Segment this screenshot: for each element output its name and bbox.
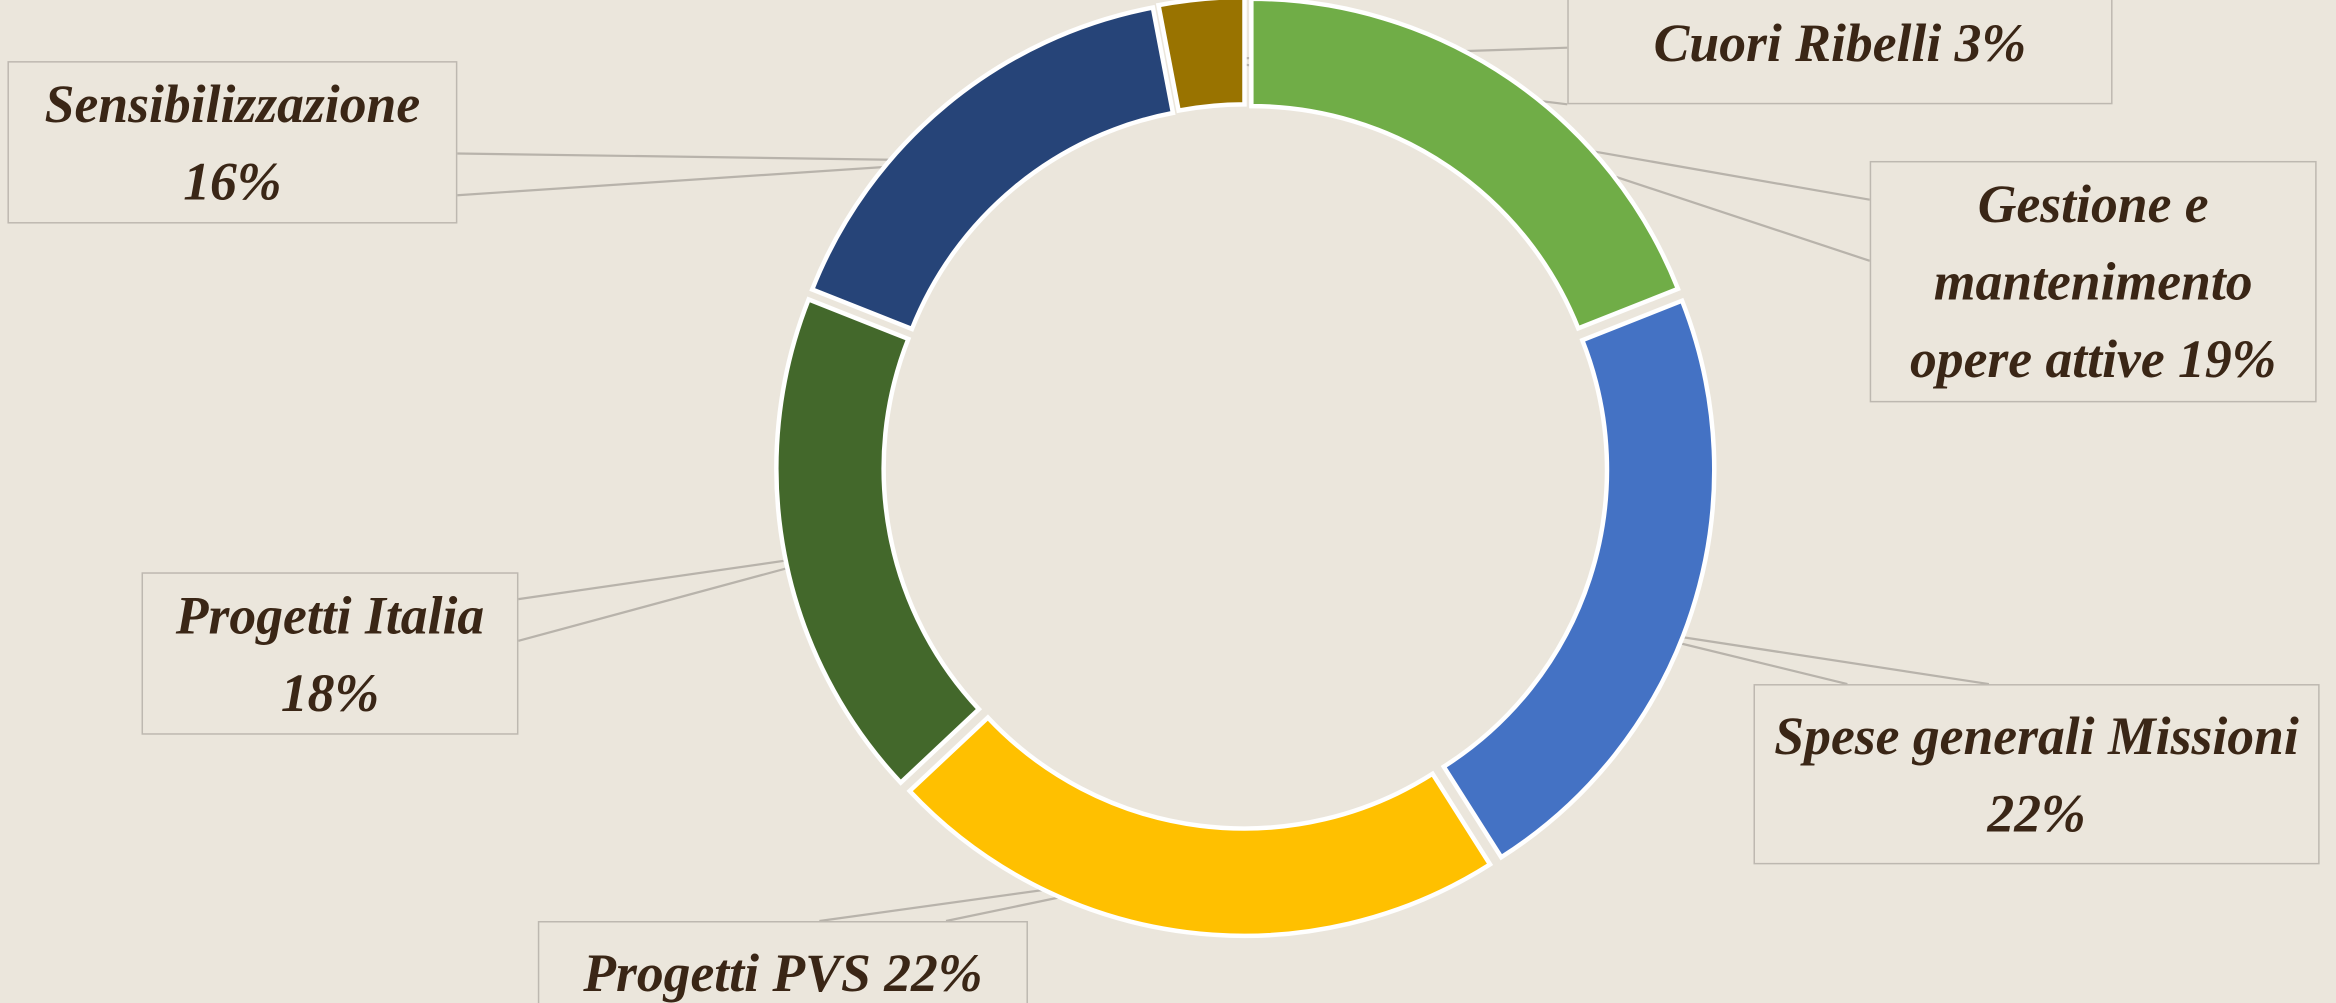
data-label: Gestione e mantenimento opere attive 19%	[1869, 160, 2317, 403]
data-label: Spese generali Missioni 22%	[1753, 684, 2320, 865]
donut-segment	[1155, 0, 1247, 114]
donut-segment	[1440, 297, 1717, 861]
value-label: 16%	[183, 151, 282, 211]
label-text: Progetti Italia 18%	[143, 576, 517, 731]
label-text: Cuori Ribelli 3%	[1654, 4, 2027, 81]
donut-segment	[774, 296, 983, 786]
category-name: Progetti PVS	[583, 943, 871, 1003]
label-text: Spese generali Missioni 22%	[1755, 697, 2318, 852]
data-label: Progetti PVS 22%	[537, 921, 1028, 1003]
category-name: Spese generali Missioni	[1774, 705, 2299, 766]
label-text: Gestione e mantenimento opere attive 19%	[1871, 165, 2315, 397]
value-label: 18%	[280, 662, 380, 723]
value-label: 19%	[2178, 329, 2277, 389]
category-name: Sensibilizzazione	[44, 73, 421, 134]
data-label: Cuori Ribelli 3%	[1567, 0, 2113, 105]
value-label: 22%	[1987, 783, 2086, 843]
data-label: Progetti Italia 18%	[141, 572, 519, 735]
label-text: Sensibilizzazione 16%	[9, 65, 456, 220]
category-name: Cuori Ribelli	[1653, 13, 1942, 74]
category-name: Progetti Italia	[175, 584, 485, 645]
donut-segment	[906, 714, 1494, 939]
donut-segment	[809, 4, 1176, 332]
donut	[774, 0, 1717, 939]
data-label: Sensibilizzazione 16%	[7, 61, 458, 224]
label-text: Progetti PVS 22%	[583, 934, 982, 1003]
donut-segment	[1249, 0, 1681, 332]
value-label: 3%	[1954, 13, 2027, 74]
value-label: 22%	[884, 943, 983, 1003]
category-name: Gestione e mantenimento opere attive	[1909, 174, 2253, 389]
